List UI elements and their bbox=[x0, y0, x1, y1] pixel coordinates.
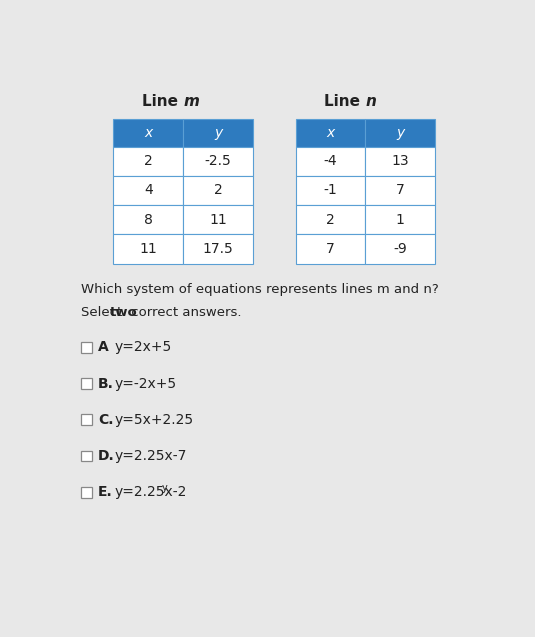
Text: y: y bbox=[162, 483, 167, 494]
Text: y=5x+2.25: y=5x+2.25 bbox=[115, 413, 194, 427]
Text: y: y bbox=[396, 125, 404, 140]
Text: m: m bbox=[183, 94, 199, 108]
Text: 11: 11 bbox=[209, 213, 227, 227]
Bar bbox=[295, 176, 365, 205]
Text: y: y bbox=[214, 125, 222, 140]
Text: 8: 8 bbox=[144, 213, 152, 227]
Bar bbox=[113, 205, 183, 234]
Bar bbox=[113, 118, 183, 147]
Text: x: x bbox=[326, 125, 334, 140]
Bar bbox=[183, 234, 253, 264]
Bar bbox=[183, 176, 253, 205]
Text: n: n bbox=[365, 94, 376, 108]
Text: Select: Select bbox=[81, 306, 126, 319]
Bar bbox=[295, 118, 365, 147]
Bar bbox=[113, 176, 183, 205]
Text: 7: 7 bbox=[396, 183, 404, 197]
Bar bbox=[113, 147, 183, 176]
Text: two: two bbox=[110, 306, 138, 319]
Text: 4: 4 bbox=[144, 183, 152, 197]
Text: 11: 11 bbox=[140, 242, 157, 256]
Text: B.: B. bbox=[98, 376, 114, 390]
Text: y=2.25x-7: y=2.25x-7 bbox=[115, 449, 187, 463]
Text: Line: Line bbox=[142, 94, 183, 108]
Bar bbox=[81, 487, 91, 497]
Bar bbox=[81, 415, 91, 426]
Text: E.: E. bbox=[98, 485, 113, 499]
Text: y=-2x+5: y=-2x+5 bbox=[115, 376, 177, 390]
Bar bbox=[295, 205, 365, 234]
Text: Line: Line bbox=[324, 94, 365, 108]
Text: -2.5: -2.5 bbox=[204, 154, 231, 168]
Bar bbox=[81, 450, 91, 461]
Bar bbox=[295, 234, 365, 264]
Text: A: A bbox=[98, 341, 109, 354]
Text: correct answers.: correct answers. bbox=[127, 306, 242, 319]
Bar bbox=[81, 342, 91, 353]
Bar bbox=[295, 147, 365, 176]
Bar bbox=[183, 118, 253, 147]
Text: 2: 2 bbox=[144, 154, 152, 168]
Text: C.: C. bbox=[98, 413, 113, 427]
Text: 7: 7 bbox=[326, 242, 335, 256]
Text: -9: -9 bbox=[393, 242, 407, 256]
Bar bbox=[365, 176, 435, 205]
Text: 2: 2 bbox=[213, 183, 223, 197]
Bar bbox=[365, 205, 435, 234]
Bar bbox=[81, 378, 91, 389]
Text: 13: 13 bbox=[391, 154, 409, 168]
Text: y=2x+5: y=2x+5 bbox=[115, 341, 172, 354]
Bar bbox=[113, 234, 183, 264]
Bar bbox=[183, 147, 253, 176]
Text: x: x bbox=[144, 125, 152, 140]
Text: 1: 1 bbox=[396, 213, 404, 227]
Bar bbox=[365, 147, 435, 176]
Bar bbox=[365, 118, 435, 147]
Bar bbox=[365, 234, 435, 264]
Text: y=2.25x-2: y=2.25x-2 bbox=[115, 485, 187, 499]
Text: Which system of equations represents lines m and n?: Which system of equations represents lin… bbox=[81, 283, 439, 296]
Text: D.: D. bbox=[98, 449, 114, 463]
Bar bbox=[183, 205, 253, 234]
Text: 2: 2 bbox=[326, 213, 335, 227]
Text: -4: -4 bbox=[324, 154, 337, 168]
Text: -1: -1 bbox=[324, 183, 337, 197]
Text: 17.5: 17.5 bbox=[203, 242, 233, 256]
